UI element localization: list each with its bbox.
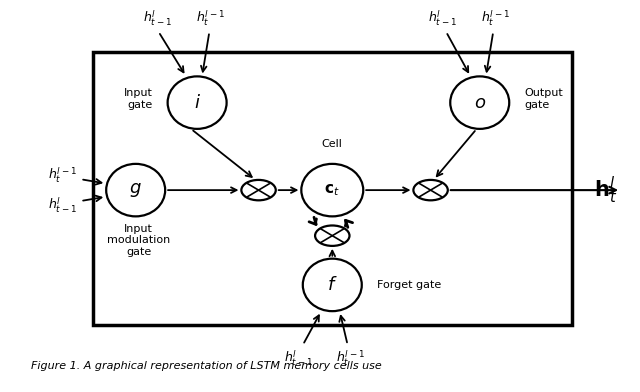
Bar <box>93 52 572 325</box>
Text: $\mathbf{h}^l_t$: $\mathbf{h}^l_t$ <box>594 174 618 206</box>
Ellipse shape <box>106 164 165 216</box>
Circle shape <box>413 180 448 200</box>
Text: $h^{l-1}_t$: $h^{l-1}_t$ <box>336 349 365 368</box>
Circle shape <box>315 225 349 246</box>
Text: Figure 1. A graphical representation of LSTM memory cells use: Figure 1. A graphical representation of … <box>31 361 382 370</box>
Ellipse shape <box>303 259 362 311</box>
Text: $i$: $i$ <box>194 94 200 112</box>
Text: $h^{l-1}_t$: $h^{l-1}_t$ <box>196 9 225 28</box>
Text: $h^l_{t-1}$: $h^l_{t-1}$ <box>284 349 313 368</box>
Text: $h^l_{t-1}$: $h^l_{t-1}$ <box>428 9 458 28</box>
Text: Output
gate: Output gate <box>525 88 563 110</box>
Text: Forget gate: Forget gate <box>377 280 442 290</box>
Text: $g$: $g$ <box>129 181 142 199</box>
Text: Cell: Cell <box>322 139 343 149</box>
Text: $f$: $f$ <box>327 276 337 294</box>
Text: $h^l_{t-1}$: $h^l_{t-1}$ <box>143 9 172 28</box>
Text: $h^{l-1}_t$: $h^{l-1}_t$ <box>49 165 77 185</box>
Text: $o$: $o$ <box>474 94 486 112</box>
Text: $h^{l-1}_t$: $h^{l-1}_t$ <box>481 9 509 28</box>
Ellipse shape <box>301 164 364 216</box>
Text: $\mathbf{c}_t$: $\mathbf{c}_t$ <box>324 182 340 198</box>
Circle shape <box>241 180 276 200</box>
Text: Input
modulation
gate: Input modulation gate <box>107 224 170 257</box>
Ellipse shape <box>168 76 227 129</box>
Ellipse shape <box>451 76 509 129</box>
Text: Input
gate: Input gate <box>124 88 152 110</box>
Text: $h^l_{t-1}$: $h^l_{t-1}$ <box>49 196 77 215</box>
